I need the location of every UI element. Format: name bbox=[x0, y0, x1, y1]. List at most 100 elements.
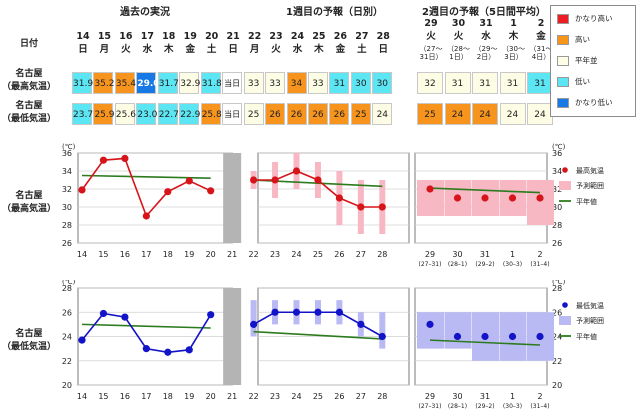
week2-weekday: 火 bbox=[426, 31, 436, 42]
observed-point bbox=[142, 345, 150, 353]
legend-swatch bbox=[557, 56, 569, 66]
week2-range: （31～ 4日） bbox=[525, 45, 557, 61]
day-weekday: 木 bbox=[314, 44, 324, 55]
week2-temp-cell: 31 bbox=[527, 72, 553, 94]
day-header: 19 金 bbox=[180, 30, 200, 56]
week2-temp-cell: 31 bbox=[444, 72, 471, 94]
legend-swatch bbox=[557, 98, 569, 108]
week2-range-end: 1日） bbox=[449, 53, 468, 61]
week2-temp-cell: 31 bbox=[499, 72, 526, 94]
day-weekday: 火 bbox=[271, 44, 281, 55]
temp-cell: 31 bbox=[329, 72, 350, 94]
day-weekday: 金 bbox=[185, 44, 195, 55]
day-number: 20 bbox=[205, 31, 219, 42]
day-header: 25 木 bbox=[309, 30, 329, 56]
temp-cell: 33 bbox=[243, 72, 264, 94]
chart-label-min: 名古屋 （最低気温） bbox=[0, 328, 58, 354]
x-tick-label-week2: 30 bbox=[452, 250, 462, 259]
week2-point bbox=[426, 320, 434, 328]
legend-label: 高い bbox=[575, 35, 590, 44]
day-number: 18 bbox=[162, 31, 176, 42]
x-tick-label: 17 bbox=[141, 250, 151, 259]
day-number: 24 bbox=[290, 31, 305, 42]
x-tick-label: 23 bbox=[270, 250, 280, 259]
week2-weekday: 火 bbox=[453, 31, 464, 42]
forecast-point bbox=[357, 203, 365, 211]
y-tick-label-left: 32 bbox=[62, 185, 72, 194]
forecast-point bbox=[250, 320, 258, 328]
y-unit-right: (℃) bbox=[552, 280, 566, 286]
day-number: 26 bbox=[333, 31, 347, 42]
forecast-point bbox=[335, 194, 343, 202]
y-tick-label-right: 34 bbox=[552, 167, 562, 176]
temp-cell: 26 bbox=[265, 103, 286, 125]
day-header: 20 土 bbox=[202, 30, 222, 56]
week2-point bbox=[453, 332, 462, 341]
week2-range-bar bbox=[417, 180, 444, 216]
day-header: 28 日 bbox=[373, 30, 393, 56]
observed-point bbox=[207, 187, 215, 195]
forecast-point bbox=[357, 320, 365, 328]
y-unit-left: (℃) bbox=[62, 280, 76, 286]
week2-weekday: 木 bbox=[508, 31, 519, 42]
temp-cell: 30 bbox=[372, 72, 393, 94]
row-label-max-city: 名古屋 bbox=[15, 69, 43, 79]
forecast-point bbox=[292, 308, 301, 316]
day-header: 27 土 bbox=[352, 30, 372, 56]
day-number: 22 bbox=[247, 31, 262, 42]
x-tick-label: 18 bbox=[163, 250, 173, 259]
x-tick-label: 18 bbox=[163, 392, 173, 401]
temp-cell: 22.9 bbox=[179, 103, 200, 125]
week2-range-start: （29～ bbox=[474, 45, 498, 53]
temp-cell: 35.4 bbox=[114, 72, 136, 94]
row-label-max-kind: （最高気温） bbox=[1, 82, 56, 92]
x-tick-label: 27 bbox=[356, 392, 366, 401]
observed-point bbox=[164, 188, 172, 196]
y-tick-label-right: 28 bbox=[552, 284, 562, 293]
forecast-point bbox=[271, 176, 279, 184]
x-tick-sublabel-week2: (29–2) bbox=[475, 403, 494, 410]
week2-day-number: 30 bbox=[451, 18, 466, 29]
y-tick-label-left: 26 bbox=[62, 239, 72, 248]
temp-cell: 33 bbox=[307, 72, 328, 94]
plot-pane bbox=[257, 152, 410, 244]
day-header: 22 月 bbox=[245, 30, 265, 56]
day-weekday: 土 bbox=[357, 44, 367, 55]
forecast-point bbox=[314, 176, 322, 184]
x-tick-label-week2: 2 bbox=[537, 250, 542, 259]
row-label-min-city: 名古屋 bbox=[15, 101, 43, 111]
temp-cell: 35.2 bbox=[93, 72, 114, 94]
temp-cell: 当日 bbox=[222, 103, 243, 125]
x-tick-label: 16 bbox=[120, 392, 130, 401]
x-tick-label-week2: 31 bbox=[480, 250, 490, 259]
day-header: 21 日 bbox=[223, 30, 243, 56]
temp-cell: 31.9 bbox=[72, 72, 93, 94]
chart-label-min-kind: （最低気温） bbox=[1, 342, 56, 352]
day-header: 23 火 bbox=[266, 30, 286, 56]
week2-range-end: 2日） bbox=[476, 53, 496, 61]
x-tick-label: 24 bbox=[291, 250, 301, 259]
week2-weekday: 金 bbox=[536, 31, 546, 42]
week2-point bbox=[426, 185, 434, 193]
today-bar bbox=[223, 288, 242, 385]
x-tick-label: 26 bbox=[334, 250, 344, 259]
section-title-week1: 1週目の予報（日別） bbox=[286, 7, 383, 18]
temp-cell: 23.7 bbox=[72, 103, 93, 125]
y-tick-label-left: 28 bbox=[62, 284, 72, 293]
day-header: 26 金 bbox=[330, 30, 350, 56]
week2-point bbox=[508, 332, 517, 341]
x-tick-sublabel-week2: (27–31) bbox=[419, 403, 442, 410]
observed-point bbox=[185, 177, 193, 185]
legend-swatch bbox=[557, 35, 569, 45]
normal-line bbox=[81, 323, 211, 329]
week2-range-end: 31日） bbox=[419, 53, 443, 61]
temp-cell: 26 bbox=[307, 103, 328, 125]
y-unit-right: (℃) bbox=[552, 143, 566, 151]
y-tick-label-right: 28 bbox=[552, 221, 562, 230]
legend-label-series: 最高気温 bbox=[576, 166, 604, 175]
y-tick-label-right: 26 bbox=[552, 239, 562, 248]
temp-cell: 25 bbox=[243, 103, 264, 125]
legend-label-normal: 平年値 bbox=[576, 332, 597, 341]
